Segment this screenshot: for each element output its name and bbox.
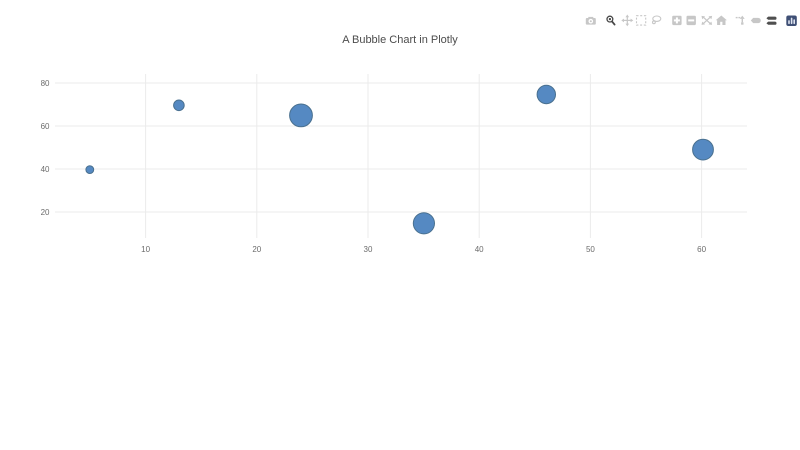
svg-text:A Bubble Chart in Plotly: A Bubble Chart in Plotly [342, 34, 458, 46]
svg-text:80: 80 [41, 79, 50, 88]
svg-text:40: 40 [475, 245, 484, 254]
svg-text:20: 20 [252, 245, 261, 254]
svg-text:30: 30 [364, 245, 373, 254]
svg-text:10: 10 [141, 245, 150, 254]
svg-text:20: 20 [41, 208, 50, 217]
svg-text:40: 40 [41, 165, 50, 174]
svg-text:60: 60 [697, 245, 706, 254]
svg-text:50: 50 [586, 245, 595, 254]
svg-text:60: 60 [41, 122, 50, 131]
